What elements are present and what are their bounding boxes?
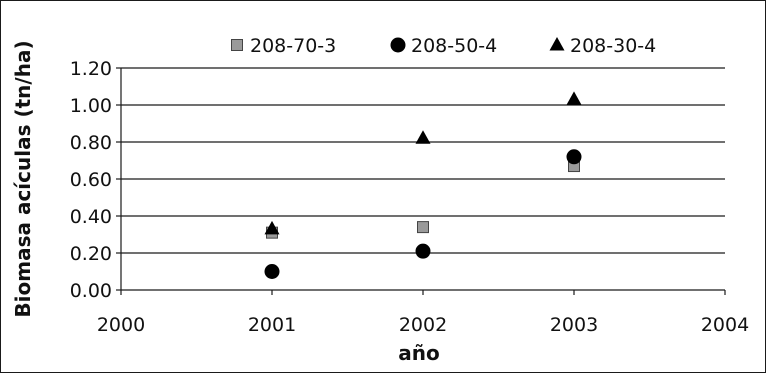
x-tick-label: 2000 — [97, 314, 145, 336]
legend-label: 208-70-3 — [250, 35, 336, 57]
y-tick-label: 0.20 — [70, 243, 112, 265]
x-axis-title: año — [398, 341, 439, 365]
legend-marker-square — [231, 39, 243, 51]
x-tick-label: 2002 — [399, 314, 447, 336]
y-tick-label: 0.80 — [70, 132, 112, 154]
y-tick-label: 0.40 — [70, 206, 112, 228]
x-tick-label: 2004 — [701, 314, 749, 336]
data-point-circle — [566, 149, 582, 165]
legend: 208-70-3 208-50-4 208-30-4 — [231, 35, 656, 57]
legend-marker-circle — [390, 37, 406, 53]
x-tick-label: 2001 — [248, 314, 296, 336]
axes — [116, 67, 726, 295]
data-point-circle — [264, 264, 280, 279]
data-point-triangle — [415, 130, 431, 144]
data-point-triangle — [566, 91, 582, 105]
y-tick-label: 1.00 — [70, 95, 112, 117]
data-points — [264, 91, 582, 279]
y-tick-label: 1.20 — [70, 58, 112, 80]
data-point-triangle — [264, 220, 280, 235]
legend-marker-triangle — [549, 36, 565, 51]
y-tick-label: 0.60 — [70, 169, 112, 191]
data-point-circle — [415, 243, 431, 259]
data-point-square — [417, 221, 429, 234]
y-tick-label: 0.00 — [70, 280, 112, 302]
grid-lines — [121, 67, 725, 254]
x-tick-label: 2003 — [550, 314, 598, 336]
legend-label: 208-50-4 — [411, 35, 497, 57]
legend-label: 208-30-4 — [570, 35, 656, 57]
tick-labels: 0.00 0.20 0.40 0.60 0.80 1.00 1.20 2000 2001 2002… — [70, 58, 749, 336]
y-axis-title: Biomasa acículas (tn/ha) — [11, 40, 35, 317]
